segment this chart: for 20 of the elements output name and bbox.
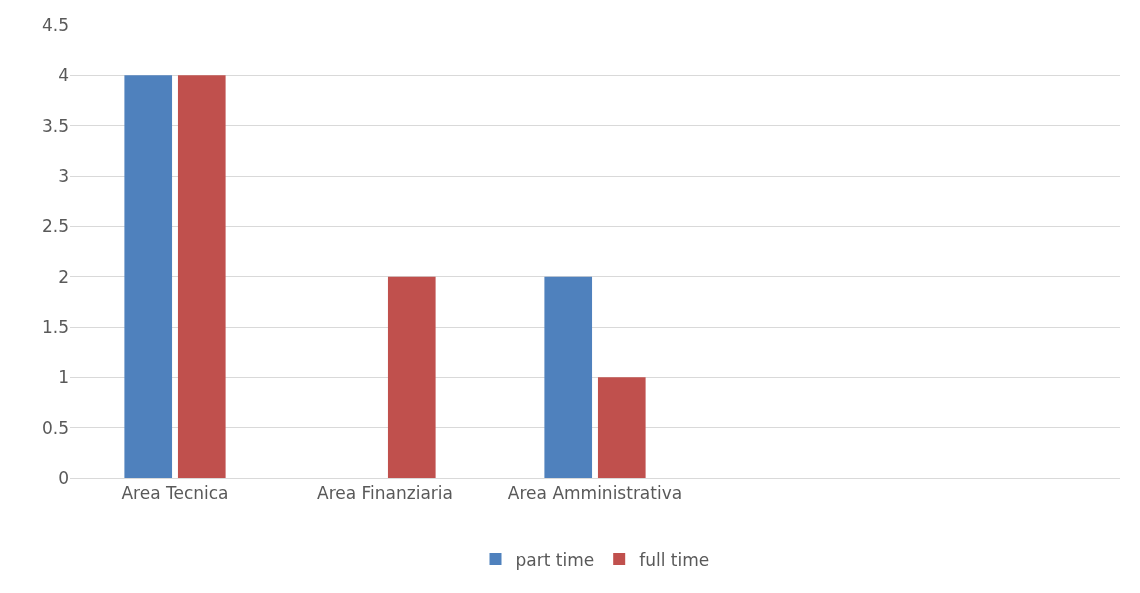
bar bbox=[387, 276, 436, 478]
y-tick-label: 1 bbox=[58, 367, 69, 388]
y-tick-label: 1.5 bbox=[41, 316, 69, 337]
legend-label: part time bbox=[515, 549, 595, 570]
bar bbox=[124, 75, 173, 478]
bar bbox=[597, 377, 646, 478]
y-tick-label: 0 bbox=[58, 467, 69, 488]
bar bbox=[177, 75, 226, 478]
y-tick-label: 4.5 bbox=[41, 14, 69, 35]
y-tick-label: 3.5 bbox=[41, 115, 69, 136]
x-tick-label: Area Tecnica bbox=[121, 483, 229, 504]
x-tick-label: Area Amministrativa bbox=[507, 483, 683, 504]
y-tick-label: 3 bbox=[58, 165, 69, 186]
x-tick-label: Area Finanziaria bbox=[317, 483, 453, 504]
y-tick-label: 2.5 bbox=[41, 216, 69, 237]
y-tick-label: 2 bbox=[58, 266, 69, 287]
bar bbox=[544, 276, 593, 478]
y-tick-label: 4 bbox=[58, 65, 69, 86]
y-tick-label: 0.5 bbox=[41, 417, 69, 438]
legend-label: full time bbox=[639, 549, 710, 570]
